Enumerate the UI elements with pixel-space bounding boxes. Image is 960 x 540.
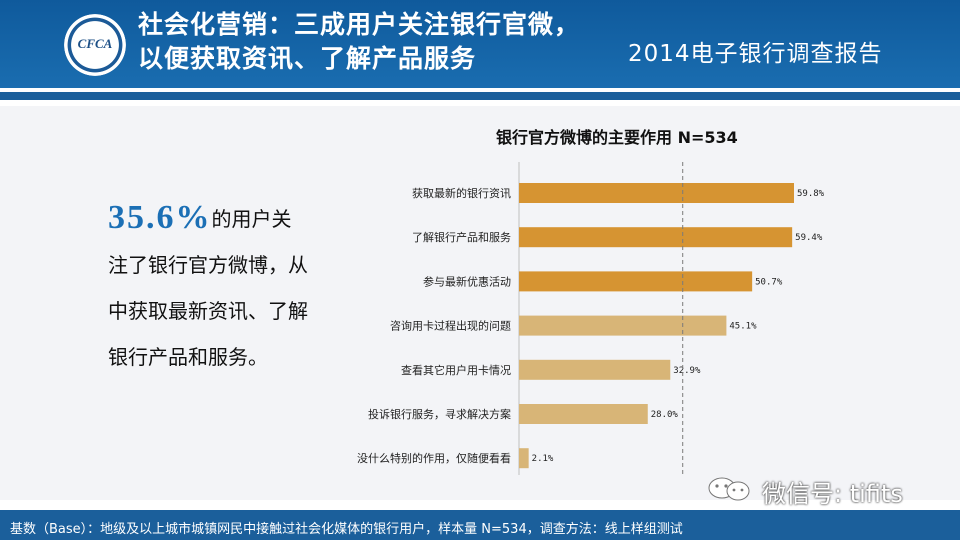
category-label: 没什么特别的作用，仅随便看看 [357, 451, 511, 465]
bar-chart: 获取最新的银行资讯 59.8% 了解银行产品和服务 59.4% 参与最新优惠活动 50.7… [357, 162, 825, 475]
header-banner [0, 0, 960, 88]
data-label: 59.4% [795, 233, 823, 243]
header-rule-line [0, 92, 960, 100]
bar [519, 227, 793, 248]
title-line-1: 社会化营销：三成用户关注银行官微， [138, 10, 581, 39]
header-rule [0, 88, 960, 106]
data-label: 50.7% [755, 277, 783, 287]
content-area [0, 106, 960, 500]
lead-text-2: 注了银行官方微博，从 [108, 253, 308, 277]
footer-bar [0, 510, 960, 540]
category-label: 参与最新优惠活动 [423, 274, 511, 288]
footer [0, 500, 960, 540]
bar [519, 448, 529, 469]
data-label: 32.9% [673, 366, 701, 376]
cfca-logo: CFCA [64, 14, 126, 76]
page-title: 社会化营销：三成用户关注银行官微， 以便获取资讯、了解产品服务 [138, 8, 658, 76]
category-label: 了解银行产品和服务 [412, 230, 511, 244]
lead-text-3: 中获取最新资讯、了解 [108, 299, 308, 323]
lead-text-4: 银行产品和服务。 [108, 345, 268, 369]
watermark-text: 微信号: tifits [762, 480, 903, 508]
bar [519, 359, 671, 380]
highlight-percentage: 35.6% [108, 199, 212, 236]
data-label: 59.8% [797, 189, 825, 199]
data-label: 2.1% [532, 454, 554, 464]
logo-text: CFCA [77, 36, 113, 51]
footnote: 基数（Base）：地级及以上城市城镇网民中接触过社会化媒体的银行用户，样本量 N… [10, 522, 683, 537]
bar [519, 183, 794, 203]
lead-paragraph: 35.6%的用户关 注了银行官方微博，从 中获取最新资讯、了解 银行产品和服务。 [108, 196, 348, 380]
category-label: 查看其它用户用卡情况 [401, 363, 511, 377]
wechat-icon [708, 477, 750, 501]
report-name: 2014电子银行调查报告 [628, 41, 883, 67]
category-label: 咨询用卡过程出现的问题 [390, 319, 511, 333]
lead-text-1: 的用户关 [211, 207, 292, 231]
data-label: 45.1% [729, 322, 757, 332]
data-label: 28.0% [651, 410, 679, 420]
bar [519, 271, 753, 292]
category-label: 获取最新的银行资讯 [412, 186, 511, 200]
bar [519, 315, 727, 336]
bar [519, 404, 648, 424]
chart-title: 银行官方微博的主要作用 N=534 [496, 128, 738, 147]
title-line-2: 以便获取资讯、了解产品服务 [138, 44, 477, 73]
category-label: 投诉银行服务，寻求解决方案 [368, 407, 511, 421]
